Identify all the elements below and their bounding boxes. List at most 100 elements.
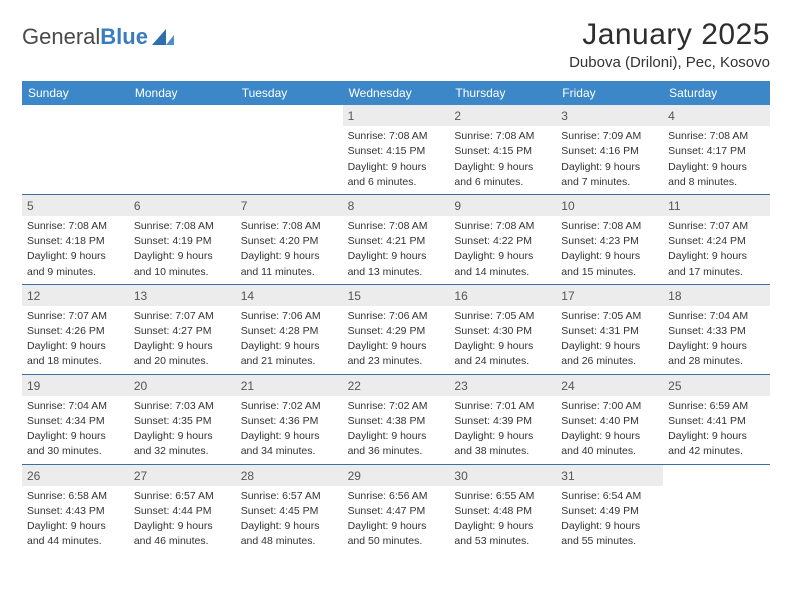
dayname: Saturday (663, 81, 770, 105)
calendar-cell: 6Sunrise: 7:08 AMSunset: 4:19 PMDaylight… (129, 195, 236, 284)
calendar: SundayMondayTuesdayWednesdayThursdayFrid… (22, 81, 770, 553)
day-number: 25 (663, 375, 770, 396)
day-number: 19 (22, 375, 129, 396)
day-details: Sunrise: 7:08 AMSunset: 4:21 PMDaylight:… (343, 216, 450, 284)
day-details: Sunrise: 7:07 AMSunset: 4:26 PMDaylight:… (22, 306, 129, 374)
page-subtitle: Dubova (Driloni), Pec, Kosovo (569, 54, 770, 71)
day-number: 6 (129, 195, 236, 216)
calendar-cell: 21Sunrise: 7:02 AMSunset: 4:36 PMDayligh… (236, 375, 343, 464)
day-number: 5 (22, 195, 129, 216)
calendar-cell: 3Sunrise: 7:09 AMSunset: 4:16 PMDaylight… (556, 105, 663, 194)
day-number (129, 105, 236, 126)
day-details: Sunrise: 7:02 AMSunset: 4:38 PMDaylight:… (343, 396, 450, 464)
calendar-cell: 14Sunrise: 7:06 AMSunset: 4:28 PMDayligh… (236, 285, 343, 374)
day-details: Sunrise: 7:08 AMSunset: 4:15 PMDaylight:… (449, 126, 556, 194)
calendar-cell: 29Sunrise: 6:56 AMSunset: 4:47 PMDayligh… (343, 465, 450, 554)
dayname: Thursday (449, 81, 556, 105)
day-details: Sunrise: 7:08 AMSunset: 4:18 PMDaylight:… (22, 216, 129, 284)
calendar-cell: 7Sunrise: 7:08 AMSunset: 4:20 PMDaylight… (236, 195, 343, 284)
calendar-cell (236, 105, 343, 194)
day-number: 29 (343, 465, 450, 486)
day-details: Sunrise: 7:08 AMSunset: 4:22 PMDaylight:… (449, 216, 556, 284)
day-number: 23 (449, 375, 556, 396)
calendar-cell: 8Sunrise: 7:08 AMSunset: 4:21 PMDaylight… (343, 195, 450, 284)
day-details: Sunrise: 7:08 AMSunset: 4:19 PMDaylight:… (129, 216, 236, 284)
calendar-cell (22, 105, 129, 194)
day-details: Sunrise: 7:06 AMSunset: 4:28 PMDaylight:… (236, 306, 343, 374)
day-number: 13 (129, 285, 236, 306)
day-details: Sunrise: 7:08 AMSunset: 4:23 PMDaylight:… (556, 216, 663, 284)
day-number: 20 (129, 375, 236, 396)
day-number: 17 (556, 285, 663, 306)
day-number: 28 (236, 465, 343, 486)
day-details: Sunrise: 7:03 AMSunset: 4:35 PMDaylight:… (129, 396, 236, 464)
day-number: 10 (556, 195, 663, 216)
logo: GeneralBlue (22, 24, 180, 50)
calendar-cell: 18Sunrise: 7:04 AMSunset: 4:33 PMDayligh… (663, 285, 770, 374)
day-number: 12 (22, 285, 129, 306)
day-number: 14 (236, 285, 343, 306)
day-details: Sunrise: 7:02 AMSunset: 4:36 PMDaylight:… (236, 396, 343, 464)
day-details: Sunrise: 6:56 AMSunset: 4:47 PMDaylight:… (343, 486, 450, 554)
day-number: 15 (343, 285, 450, 306)
day-number (22, 105, 129, 126)
day-details: Sunrise: 6:59 AMSunset: 4:41 PMDaylight:… (663, 396, 770, 464)
calendar-cell: 16Sunrise: 7:05 AMSunset: 4:30 PMDayligh… (449, 285, 556, 374)
day-details: Sunrise: 7:07 AMSunset: 4:24 PMDaylight:… (663, 216, 770, 284)
calendar-cell: 24Sunrise: 7:00 AMSunset: 4:40 PMDayligh… (556, 375, 663, 464)
calendar-cell: 28Sunrise: 6:57 AMSunset: 4:45 PMDayligh… (236, 465, 343, 554)
day-details: Sunrise: 6:57 AMSunset: 4:45 PMDaylight:… (236, 486, 343, 554)
dayname: Monday (129, 81, 236, 105)
day-details: Sunrise: 7:08 AMSunset: 4:15 PMDaylight:… (343, 126, 450, 194)
calendar-cell: 23Sunrise: 7:01 AMSunset: 4:39 PMDayligh… (449, 375, 556, 464)
calendar-cell: 20Sunrise: 7:03 AMSunset: 4:35 PMDayligh… (129, 375, 236, 464)
day-number: 2 (449, 105, 556, 126)
day-number: 22 (343, 375, 450, 396)
calendar-cell (129, 105, 236, 194)
calendar-cell: 15Sunrise: 7:06 AMSunset: 4:29 PMDayligh… (343, 285, 450, 374)
day-number: 4 (663, 105, 770, 126)
calendar-cell: 9Sunrise: 7:08 AMSunset: 4:22 PMDaylight… (449, 195, 556, 284)
day-number: 3 (556, 105, 663, 126)
calendar-cell: 19Sunrise: 7:04 AMSunset: 4:34 PMDayligh… (22, 375, 129, 464)
day-number: 31 (556, 465, 663, 486)
day-details: Sunrise: 7:01 AMSunset: 4:39 PMDaylight:… (449, 396, 556, 464)
day-number: 1 (343, 105, 450, 126)
day-details: Sunrise: 6:54 AMSunset: 4:49 PMDaylight:… (556, 486, 663, 554)
calendar-cell: 25Sunrise: 6:59 AMSunset: 4:41 PMDayligh… (663, 375, 770, 464)
day-number: 18 (663, 285, 770, 306)
dayname: Sunday (22, 81, 129, 105)
day-number: 27 (129, 465, 236, 486)
day-number: 8 (343, 195, 450, 216)
day-details: Sunrise: 7:06 AMSunset: 4:29 PMDaylight:… (343, 306, 450, 374)
day-details: Sunrise: 7:04 AMSunset: 4:33 PMDaylight:… (663, 306, 770, 374)
dayname: Tuesday (236, 81, 343, 105)
day-details: Sunrise: 6:57 AMSunset: 4:44 PMDaylight:… (129, 486, 236, 554)
calendar-cell: 10Sunrise: 7:08 AMSunset: 4:23 PMDayligh… (556, 195, 663, 284)
day-details: Sunrise: 7:08 AMSunset: 4:17 PMDaylight:… (663, 126, 770, 194)
calendar-cell: 30Sunrise: 6:55 AMSunset: 4:48 PMDayligh… (449, 465, 556, 554)
calendar-cell: 2Sunrise: 7:08 AMSunset: 4:15 PMDaylight… (449, 105, 556, 194)
logo-text: GeneralBlue (22, 24, 148, 50)
day-number: 24 (556, 375, 663, 396)
calendar-cell: 22Sunrise: 7:02 AMSunset: 4:38 PMDayligh… (343, 375, 450, 464)
day-number: 26 (22, 465, 129, 486)
day-details: Sunrise: 7:05 AMSunset: 4:30 PMDaylight:… (449, 306, 556, 374)
day-number: 11 (663, 195, 770, 216)
calendar-cell: 13Sunrise: 7:07 AMSunset: 4:27 PMDayligh… (129, 285, 236, 374)
day-details: Sunrise: 7:00 AMSunset: 4:40 PMDaylight:… (556, 396, 663, 464)
page-title: January 2025 (569, 18, 770, 52)
calendar-cell: 1Sunrise: 7:08 AMSunset: 4:15 PMDaylight… (343, 105, 450, 194)
day-number (663, 465, 770, 486)
dayname: Friday (556, 81, 663, 105)
day-details: Sunrise: 7:08 AMSunset: 4:20 PMDaylight:… (236, 216, 343, 284)
logo-icon (152, 27, 180, 47)
day-number (236, 105, 343, 126)
calendar-cell: 31Sunrise: 6:54 AMSunset: 4:49 PMDayligh… (556, 465, 663, 554)
calendar-cell (663, 465, 770, 554)
day-number: 16 (449, 285, 556, 306)
day-number: 9 (449, 195, 556, 216)
day-details: Sunrise: 6:55 AMSunset: 4:48 PMDaylight:… (449, 486, 556, 554)
day-details: Sunrise: 7:04 AMSunset: 4:34 PMDaylight:… (22, 396, 129, 464)
calendar-cell: 5Sunrise: 7:08 AMSunset: 4:18 PMDaylight… (22, 195, 129, 284)
